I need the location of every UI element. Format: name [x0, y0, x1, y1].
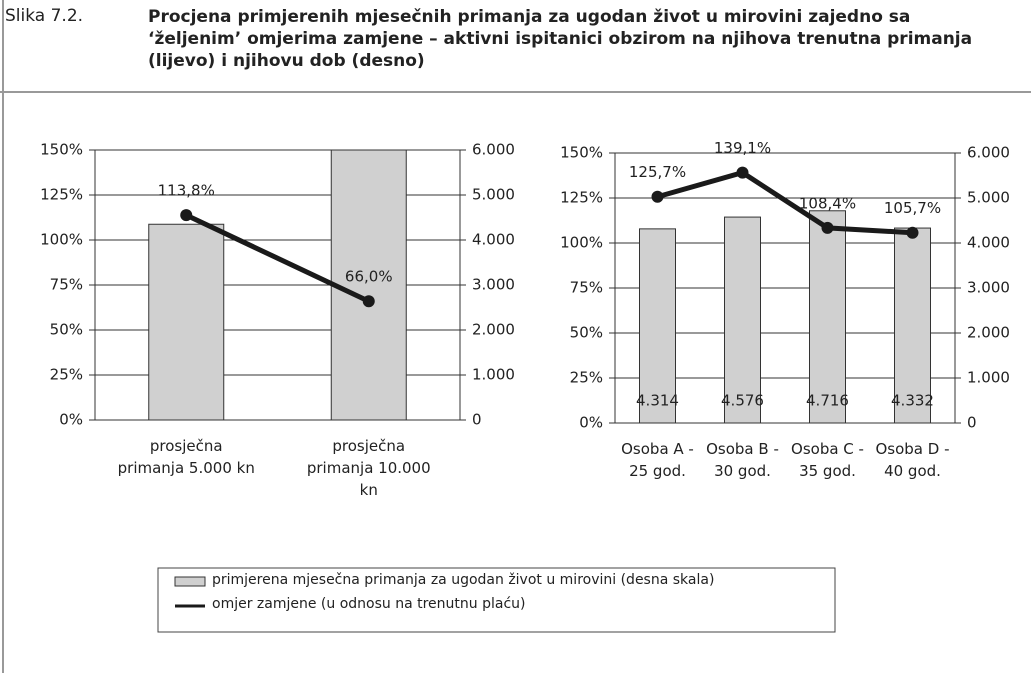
line-point [651, 190, 664, 203]
y2-tick-label: 6.000 [967, 144, 1010, 162]
line-value-label: 66,0% [345, 268, 393, 286]
line-point [906, 226, 919, 239]
line-point [362, 295, 375, 308]
x-tick-label: Osoba B - 30 god. [706, 440, 779, 480]
figure-label: Slika 7.2. [5, 6, 84, 26]
legend-label: omjer zamjene (u odnosu na trenutnu plać… [212, 596, 526, 612]
line-value-label: 108,4% [799, 194, 856, 212]
line-value-label: 125,7% [629, 163, 686, 181]
line [656, 169, 913, 236]
line-point [736, 166, 749, 179]
y-tick-label: 75% [50, 276, 83, 294]
line-value-label: 105,7% [884, 199, 941, 217]
bar [809, 210, 846, 424]
line-point [180, 209, 193, 222]
y-tick-label: 150% [560, 144, 603, 162]
x-tick-label: prosječna primanja 10.000 kn [306, 437, 431, 499]
bar-value-label: 4.332 [891, 392, 934, 410]
y-tick-label: 25% [570, 369, 603, 387]
y2-tick-label: 3.000 [472, 276, 515, 294]
bar-value-label: 4.314 [636, 392, 679, 410]
line-value-label: 139,1% [714, 139, 771, 157]
y-tick-label: 125% [40, 186, 83, 204]
y-tick-label: 0% [579, 414, 603, 432]
bar [330, 149, 407, 421]
y2-tick-label: 1.000 [472, 366, 515, 384]
y-tick-label: 50% [50, 321, 83, 339]
legend-box [157, 567, 836, 633]
y-tick-label: 100% [560, 234, 603, 252]
y2-tick-label: 4.000 [967, 234, 1010, 252]
y2-tick-label: 4.000 [472, 231, 515, 249]
y-tick-label: 100% [40, 231, 83, 249]
y-tick-label: 150% [40, 141, 83, 159]
x-tick-label: prosječna primanja 5.000 kn [117, 437, 255, 477]
y2-tick-label: 0 [967, 414, 977, 432]
bar [639, 228, 676, 424]
bar [724, 216, 761, 424]
y-tick-label: 0% [59, 411, 83, 429]
x-tick-label: Osoba A - 25 god. [621, 440, 694, 480]
y-tick-label: 75% [570, 279, 603, 297]
legend-label: primjerena mjesečna primanja za ugodan ž… [212, 572, 715, 588]
line-value-label: 113,8% [158, 182, 215, 200]
bar-value-label: 4.716 [806, 392, 849, 410]
y2-tick-label: 0 [472, 411, 482, 429]
bar [148, 223, 225, 421]
x-tick-label: Osoba C - 35 god. [791, 440, 864, 480]
line [185, 212, 370, 304]
x-tick-label: Osoba D - 40 god. [875, 440, 950, 480]
y2-tick-label: 6.000 [472, 141, 515, 159]
y2-tick-label: 5.000 [967, 189, 1010, 207]
figure-title: Procjena primjerenih mjesečnih primanja … [148, 7, 973, 71]
line-point [821, 221, 834, 234]
legend-swatch-bar [174, 576, 206, 587]
y2-tick-label: 1.000 [967, 369, 1010, 387]
bar-value-label: 4.576 [721, 392, 764, 410]
y2-tick-label: 3.000 [967, 279, 1010, 297]
y2-tick-label: 5.000 [472, 186, 515, 204]
y2-tick-label: 2.000 [967, 324, 1010, 342]
y-tick-label: 125% [560, 189, 603, 207]
y-tick-label: 25% [50, 366, 83, 384]
y2-tick-label: 2.000 [472, 321, 515, 339]
bar [894, 227, 931, 424]
y-tick-label: 50% [570, 324, 603, 342]
